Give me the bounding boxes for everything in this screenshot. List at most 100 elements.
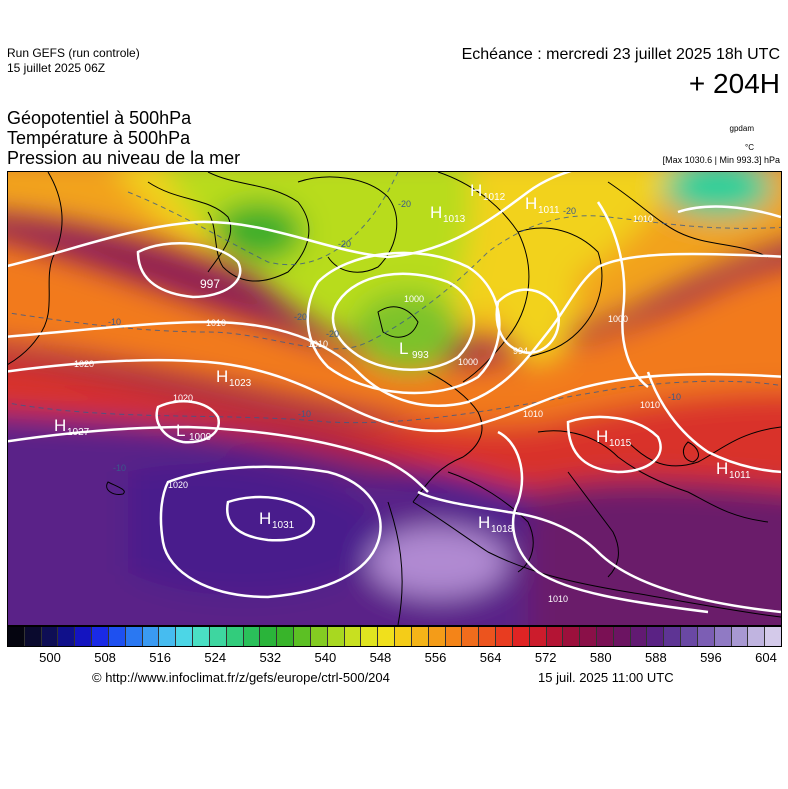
color-swatch (630, 627, 648, 646)
svg-text:1015: 1015 (609, 438, 632, 449)
isotherm-label: -20 (563, 206, 576, 216)
svg-text:H: H (478, 513, 490, 532)
color-swatch (378, 627, 396, 646)
color-swatch (529, 627, 547, 646)
isobars (8, 172, 781, 614)
color-swatch (125, 627, 143, 646)
pressure-center: 997 (200, 277, 220, 291)
color-swatch (411, 627, 429, 646)
color-swatch (58, 627, 76, 646)
color-scale-tick: 508 (94, 650, 116, 665)
forecast-hour: + 204H (688, 68, 780, 99)
svg-text:1023: 1023 (229, 378, 252, 389)
pressure-center: H 1015 (596, 427, 632, 449)
isobar-label: 1010 (640, 400, 660, 410)
svg-text:H: H (259, 509, 271, 528)
color-swatch (327, 627, 345, 646)
color-swatch (8, 627, 25, 646)
pressure-center: H 1018 (478, 513, 514, 535)
color-swatch (310, 627, 328, 646)
color-swatch (647, 627, 665, 646)
isobar-label: 1020 (74, 359, 94, 369)
color-swatch (580, 627, 597, 646)
color-swatch (142, 627, 160, 646)
pressure-center: H 1031 (259, 509, 295, 531)
isobar-label: 994 (513, 346, 528, 356)
svg-text:1031: 1031 (272, 520, 295, 531)
color-swatch (395, 627, 412, 646)
svg-text:997: 997 (200, 277, 220, 291)
svg-text:1011: 1011 (538, 205, 560, 216)
pressure-centers: H 1012 H 1013 H 1011 997 L 993 H 1023 H 1027 L… (54, 181, 751, 535)
isotherm-label: -10 (113, 463, 126, 473)
valid-time: Echéance : mercredi 23 juillet 2025 18h … (461, 46, 780, 63)
weather-map: 1010 1000 1020 1010 1010 1020 1020 1010 … (7, 171, 782, 626)
color-swatch (479, 627, 497, 646)
color-swatch (731, 627, 749, 646)
isotherm-label: -10 (108, 317, 121, 327)
svg-text:H: H (216, 367, 228, 386)
run-name: Run GEFS (run controle) (7, 46, 140, 60)
map-svg: 1010 1000 1020 1010 1010 1020 1020 1010 … (8, 172, 781, 625)
color-scale-tick: 604 (755, 650, 777, 665)
copyright: © http://www.infoclimat.fr/z/gefs/europe… (92, 670, 390, 685)
color-scale-tick: 556 (424, 650, 447, 665)
color-swatch (75, 627, 93, 646)
isotherm-label: -20 (326, 329, 339, 339)
isotherm-label: -10 (298, 409, 311, 419)
svg-text:993: 993 (412, 350, 429, 361)
isobar-label: 1020 (173, 393, 193, 403)
color-swatch (209, 627, 227, 646)
isotherm-label: -20 (338, 239, 351, 249)
color-swatch (613, 627, 631, 646)
issued-time: 15 juil. 2025 11:00 UTC (538, 670, 674, 685)
color-scale-tick: 500 (39, 650, 61, 665)
isotherm-labels: -20 -20 -20 -20 -20 -10 -10 -10 -10 (108, 199, 681, 473)
color-scale-tick: 548 (369, 650, 392, 665)
color-scale-tick: 516 (149, 650, 171, 665)
color-swatch (546, 627, 564, 646)
color-swatch (462, 627, 480, 646)
param-temperature: Température à 500hPa (7, 128, 191, 148)
color-scale-tick: 532 (259, 650, 282, 665)
isobar-label: 1010 (633, 214, 653, 224)
isotherm-label: -10 (668, 392, 681, 402)
pressure-center: L 993 (399, 339, 429, 361)
color-scale (7, 626, 782, 647)
color-swatch (596, 627, 614, 646)
color-scale-tick: 524 (204, 650, 227, 665)
pressure-max-min: [Max 1030.6 | Min 993.3] hPa (662, 155, 780, 165)
color-swatch (563, 627, 581, 646)
svg-text:1012: 1012 (483, 192, 506, 203)
svg-text:1009: 1009 (189, 432, 212, 443)
svg-text:H: H (470, 181, 482, 200)
isobar-labels: 1010 1000 1020 1010 1010 1020 1020 1010 … (74, 214, 660, 604)
color-swatch (226, 627, 244, 646)
color-swatch (159, 627, 177, 646)
color-swatch (765, 627, 782, 646)
color-swatch (277, 627, 295, 646)
color-swatch (512, 627, 530, 646)
color-scale-tick: 588 (644, 650, 667, 665)
unit-geopotential: gpdam (729, 124, 754, 133)
param-geopotential: Géopotentiel à 500hPa (7, 108, 192, 128)
color-scale-tick: 596 (700, 650, 722, 665)
run-date: 15 juillet 2025 06Z (7, 61, 106, 75)
isobar-label: 1010 (308, 339, 328, 349)
svg-text:1018: 1018 (491, 524, 514, 535)
isotherm-label: -20 (294, 312, 307, 322)
color-scale-tick: 572 (534, 650, 557, 665)
isotherms (8, 172, 781, 424)
isobar-label: 1000 (404, 294, 424, 304)
color-swatch (41, 627, 59, 646)
color-scale-tick: 564 (479, 650, 502, 665)
color-scale-tick: 580 (589, 650, 612, 665)
color-swatch (681, 627, 698, 646)
color-swatch (176, 627, 194, 646)
color-swatch (344, 627, 362, 646)
svg-text:H: H (430, 203, 442, 222)
color-swatch (24, 627, 42, 646)
color-swatch (260, 627, 278, 646)
svg-text:H: H (54, 416, 66, 435)
pressure-center: L 1009 (176, 421, 212, 443)
